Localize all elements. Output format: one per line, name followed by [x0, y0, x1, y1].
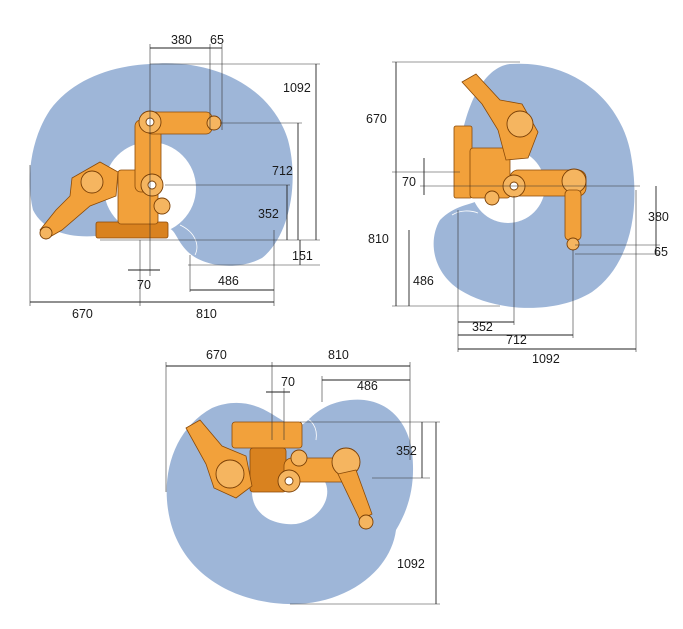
rear-view-extension-lines: [392, 61, 660, 352]
rear-view-robot-motor: [484, 190, 500, 206]
top-view-dim-352: 352: [396, 444, 417, 458]
side-view-dim-70: 70: [137, 278, 151, 292]
top-view-dimension-lines: [166, 365, 437, 604]
top-view-dim-670: 670: [206, 348, 227, 362]
rear-view-dim-712: 712: [506, 333, 527, 347]
top-view-robot-motor: [290, 449, 308, 467]
top-view-robot-left-joint: [215, 459, 245, 489]
side-view-dim-1092: 1092: [283, 81, 311, 95]
rear-view-robot: [453, 73, 587, 251]
rear-view-dim-670: 670: [366, 112, 387, 126]
top-view-arc-line: [299, 415, 317, 441]
rear-view-dim-70: 70: [402, 175, 416, 189]
side-view-robot-lowered-joint: [80, 170, 104, 194]
rear-view-dimension-lines: [395, 62, 657, 350]
side-view-dim-151: 151: [292, 249, 313, 263]
rear-view-robot-base: [453, 125, 473, 199]
side-view-arc-line: [179, 224, 198, 256]
side-view-dim-810: 810: [196, 307, 217, 321]
top-view-dim-70: 70: [281, 375, 295, 389]
top-view-robot-base: [231, 421, 303, 449]
rear-view-dim-810: 810: [368, 232, 389, 246]
rear-view-dim-1092: 1092: [532, 352, 560, 366]
rear-view-dim-380: 380: [648, 210, 669, 224]
top-view-dim-1092: 1092: [397, 557, 425, 571]
side-view-robot-wrist-joint: [206, 115, 222, 131]
rear-view-robot-upper-joint: [506, 110, 534, 138]
top-view-robot: [185, 419, 374, 530]
rear-view-robot-elbow-joint: [561, 168, 587, 194]
top-view-robot-shoulder-joint-inner: [284, 476, 294, 486]
side-view-dim-486: 486: [218, 274, 239, 288]
top-view-dim-810: 810: [328, 348, 349, 362]
rear-view-dim-486: 486: [413, 274, 434, 288]
rear-view-dim-65: 65: [654, 245, 668, 259]
side-view-dim-670: 670: [72, 307, 93, 321]
top-view-dim-486: 486: [357, 379, 378, 393]
rear-view: 670 70 380 810 65 486 352 712 1092: [366, 61, 669, 366]
rear-view-arc-line: [451, 210, 479, 216]
side-view-dim-380: 380: [171, 33, 192, 47]
side-view-dimension-lines: [30, 47, 317, 303]
side-view-dim-712: 712: [272, 164, 293, 178]
side-view-robot-lowered-wrist: [39, 226, 53, 240]
rear-view-dim-352: 352: [472, 320, 493, 334]
top-view-robot-wrist: [337, 469, 373, 521]
side-view-robot-motor: [153, 197, 171, 215]
top-view-extension-lines: [165, 362, 440, 605]
rear-view-robot-wrist: [564, 189, 582, 241]
side-view-dim-65: 65: [210, 33, 224, 47]
side-view-robot-shoulder-joint-inner: [147, 180, 157, 190]
side-view-extension-lines: [29, 44, 320, 306]
side-view: 380 65 1092 712 352 151 486 70 670 810: [29, 33, 320, 321]
top-view: 670 810 70 486 352 1092: [165, 348, 440, 605]
rear-view-robot-upper-arm: [461, 73, 539, 161]
rear-view-robot-tool-flange: [566, 237, 580, 251]
side-view-dim-352: 352: [258, 207, 279, 221]
top-view-robot-tool-flange: [358, 514, 374, 530]
